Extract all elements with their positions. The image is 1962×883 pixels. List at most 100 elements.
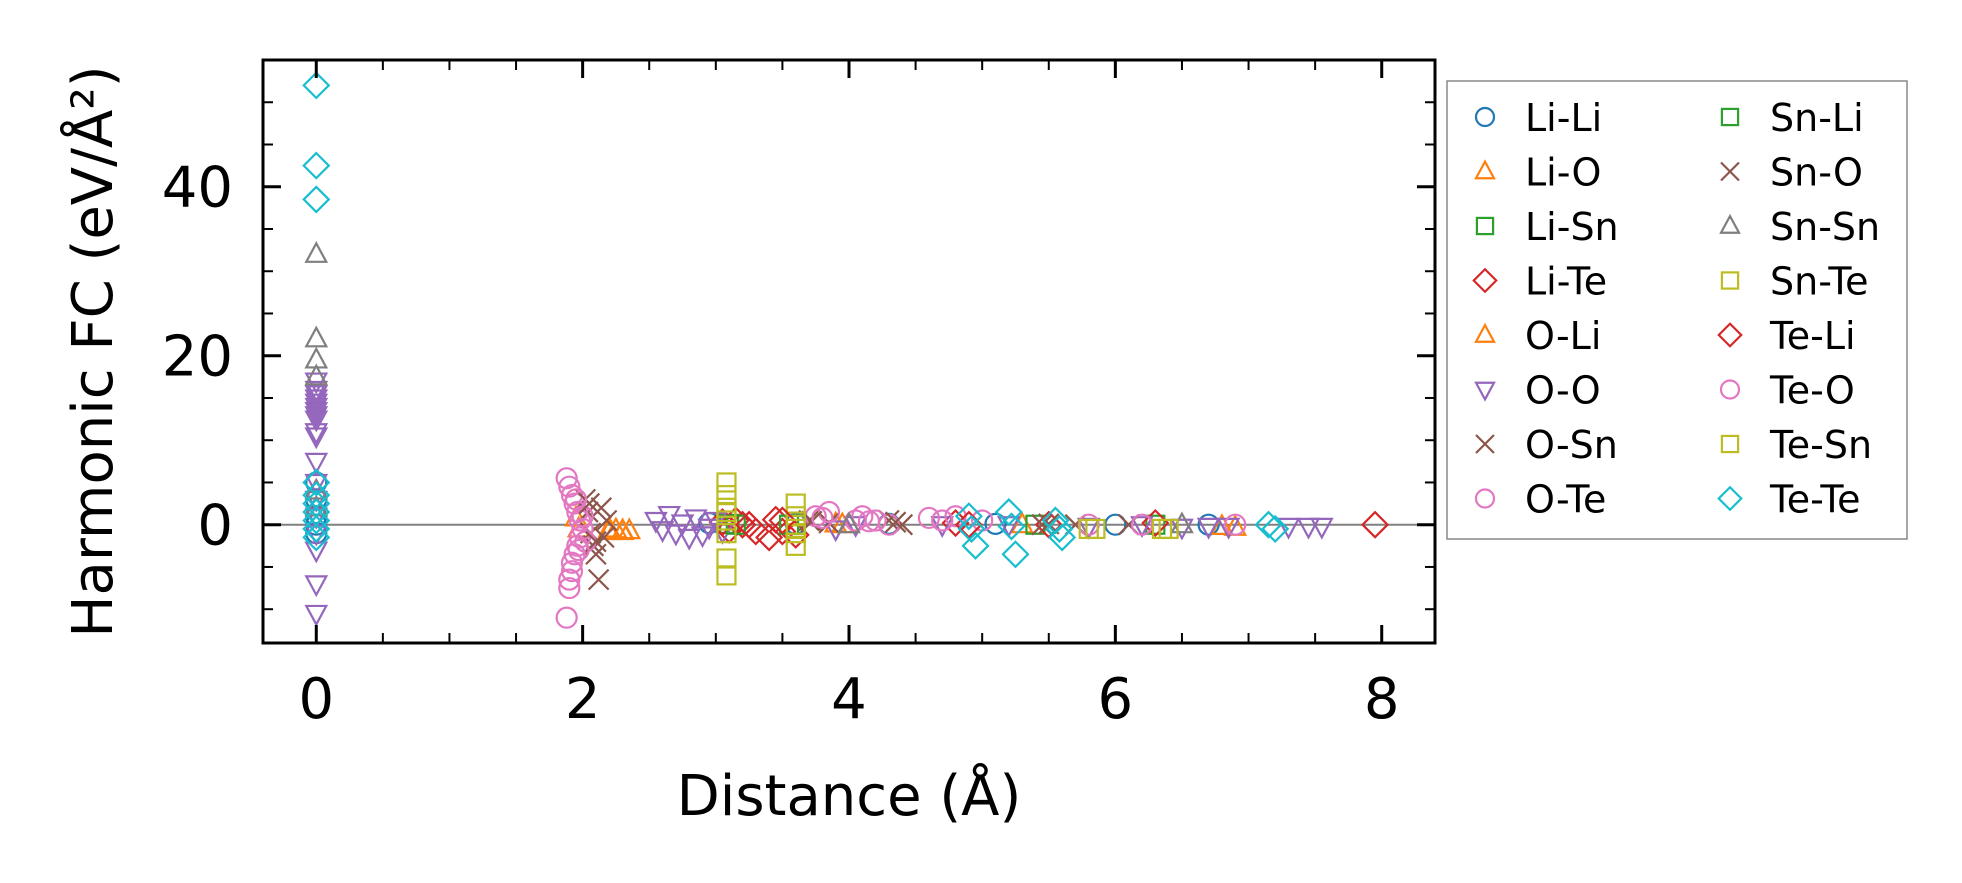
data-point-o-te [917,506,941,530]
legend-marker-te-te [1717,485,1743,512]
legend-items: Li-Li Li-O Li-Sn Li-Te O-Li O-O O-Sn O-Te Sn-Li S… [1472,96,1880,522]
data-point-sn-te [785,535,806,556]
y-tick-label: 40 [162,156,233,221]
data-point-te-sn [1158,518,1179,540]
legend-item-sn-te: Sn-Te [1720,260,1869,304]
data-point-sn-o [884,511,907,533]
data-point-o-o [1216,517,1241,540]
data-point-o-te [560,551,584,574]
data-point-o-o [1296,517,1321,540]
data-point-li-sn [1025,514,1046,535]
data-point-o-sn [595,509,618,532]
data-point-o-te [864,509,887,532]
data-point-sn-sn [304,325,329,348]
data-point-te-te [994,497,1023,527]
legend-label: Te-O [1769,369,1855,413]
data-point-te-te [1001,540,1030,569]
data-point-te-sn [785,518,806,540]
legend-item-li-li: Li-Li [1474,96,1602,140]
legend-label: Sn-Sn [1770,205,1880,249]
data-point-te-te [302,514,331,543]
legend-item-sn-sn: Sn-Sn [1719,205,1880,249]
legend-label: Sn-Li [1770,96,1864,140]
data-point-te-te [1261,514,1290,543]
data-point-te-te [957,514,986,543]
data-point-o-o [304,410,329,433]
legend-label: O-Sn [1525,423,1618,467]
data-point-o-sn [590,497,613,519]
data-point-o-te [555,606,578,629]
data-point-te-te [302,185,331,214]
data-point-o-o [304,406,329,429]
data-point-o-te [558,576,581,600]
data-point-o-o [677,528,702,551]
data-point-te-te [1045,514,1074,543]
legend-marker-o-o [1474,381,1496,402]
data-point-te-o [811,506,834,530]
data-point-o-te [571,517,594,541]
legend-marker-li-te [1472,267,1498,294]
legend-marker-o-te [1474,488,1496,509]
legend-marker-sn-te [1720,271,1740,290]
data-point-te-te [954,502,983,531]
data-point-o-li [1210,513,1234,536]
data-point-te-te [302,468,331,497]
legend-label: Li-Li [1525,96,1602,140]
legend-marker-li-li [1474,106,1496,128]
legend-item-li-sn: Li-Sn [1475,205,1619,249]
legend-item-o-sn: O-Sn [1475,423,1618,467]
legend-item-te-o: Te-O [1719,369,1855,413]
data-point-o-o [1196,517,1221,540]
x-tick-label: 2 [565,667,601,732]
legend-marker-li-o [1474,159,1496,180]
series-te-te [302,71,1290,569]
data-point-o-te [931,509,954,532]
data-point-te-li [768,506,797,535]
legend-item-sn-o: Sn-O [1720,151,1863,195]
x-tick-label: 8 [1364,667,1400,732]
plot-area: 0 2 4 6 8 0 20 40 [162,58,1437,732]
data-point-o-o [1130,516,1154,539]
legend-item-li-o: Li-O [1474,151,1601,195]
data-point-o-te [560,560,584,583]
legend-label: O-Li [1525,314,1601,358]
legend-label: Li-Te [1525,260,1607,304]
data-point-o-li [610,517,635,540]
legend-label: O-Te [1525,478,1606,522]
data-point-o-o [650,521,675,544]
data-point-li-li [984,512,1007,535]
data-point-te-o [564,488,588,511]
data-point-te-sn [716,501,737,523]
data-point-o-te [566,500,589,524]
x-tick-label: 0 [298,667,334,732]
legend-label: Li-O [1525,151,1601,195]
legend: Li-Li Li-O Li-Sn Li-Te O-Li O-O O-Sn O-Te Sn-Li S… [1446,80,1908,540]
data-point-o-te [558,568,581,591]
x-tick-label: 6 [1098,667,1134,732]
data-point-o-te [558,475,581,498]
data-point-o-te [568,526,592,549]
data-point-o-o [670,514,695,537]
data-point-sn-te [716,548,737,569]
data-point-o-o [703,511,728,534]
data-point-o-te [1224,513,1247,536]
data-point-te-te [961,531,990,560]
data-point-te-te [302,71,331,100]
legend-item-sn-li: Sn-Li [1720,96,1864,140]
data-point-sn-sn [304,363,329,386]
legend-marker-sn-sn [1719,213,1741,234]
data-point-te-li [735,510,764,539]
data-point-sn-sn [837,511,861,534]
data-point-li-te [741,517,770,546]
y-tick-label: 20 [162,325,233,390]
legend-item-o-te: O-Te [1474,478,1606,522]
data-point-li-te [755,523,784,552]
data-point-o-o [304,427,329,450]
data-point-o-o [1309,517,1334,540]
data-point-o-o [304,423,329,446]
data-point-o-o [304,575,329,598]
legend-marker-te-sn [1720,434,1740,454]
axis-ticks: 0 2 4 6 8 0 20 40 [162,60,1435,732]
data-point-li-o [597,518,622,541]
data-point-li-te [941,508,970,538]
